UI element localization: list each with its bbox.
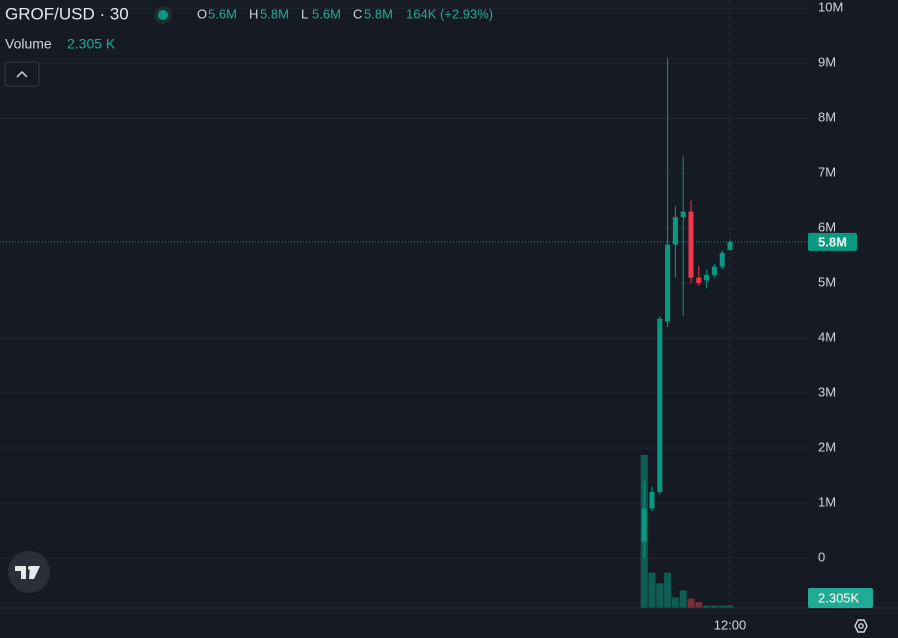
ohlc-value: 5.8M	[364, 6, 393, 21]
y-tick-label: 10M	[818, 0, 843, 15]
candle-body	[727, 241, 733, 251]
y-tick-label: 8M	[818, 110, 836, 125]
candle-body	[665, 244, 671, 322]
candle-body	[680, 211, 686, 218]
volume-bar	[671, 597, 679, 608]
symbol-title: GROF/USD · 30	[5, 4, 129, 23]
ohlc-value: 5.6M	[312, 6, 341, 21]
candle-body	[704, 274, 710, 281]
volume-bar	[679, 590, 687, 608]
candle-body	[696, 277, 702, 284]
volume-bar	[687, 598, 695, 608]
volume-bar	[695, 602, 703, 608]
y-tick-label: 1M	[818, 494, 836, 509]
ohlc-value: 5.8M	[260, 6, 289, 21]
volume-bar	[664, 572, 672, 608]
y-tick-label: 9M	[818, 55, 836, 70]
ohlc-key: O	[197, 6, 207, 21]
volume-value: 2.305 K	[67, 36, 116, 52]
y-tick-label: 3M	[818, 384, 836, 399]
ohlc-legend: O 5.6M H 5.8M L 5.6M C 5.8M 164K (+2.93%)	[197, 6, 493, 21]
candle-body	[688, 211, 694, 278]
volume-bar	[656, 583, 664, 608]
collapse-button[interactable]	[4, 61, 40, 87]
collapse-caret	[16, 70, 28, 78]
logo-dot	[28, 566, 32, 570]
candle-body	[719, 252, 725, 267]
logo[interactable]	[8, 551, 50, 593]
last-volume-badge	[808, 588, 873, 608]
volume-bar	[710, 605, 718, 608]
y-tick-label: 6M	[818, 220, 836, 235]
y-tick-label: 2M	[818, 439, 836, 454]
volume-title: Volume	[5, 36, 52, 52]
status-dot	[158, 10, 168, 20]
ohlc-key: L	[301, 6, 308, 21]
y-tick-label: 4M	[818, 330, 836, 345]
candle-body	[649, 492, 655, 509]
settings-button[interactable]	[854, 619, 868, 633]
candle-body	[641, 508, 647, 542]
y-tick-label: 5M	[818, 275, 836, 290]
logo-mark	[15, 566, 40, 579]
volume-bar	[718, 605, 726, 608]
collapse-box[interactable]	[4, 61, 40, 87]
ohlc-key: C	[353, 6, 362, 21]
ohlc-key: H	[249, 6, 258, 21]
y-tick-label: 0	[818, 549, 825, 564]
ohlc-value: 5.6M	[208, 6, 237, 21]
last-volume-label: 2.305K	[818, 590, 860, 605]
volume-bar	[648, 572, 656, 608]
last-price-badge	[808, 232, 857, 251]
change-value: 164K (+2.93%)	[406, 6, 493, 21]
volume-bar	[726, 605, 734, 608]
candle-body	[711, 266, 717, 275]
candles	[641, 57, 733, 558]
last-price-label: 5.8M	[818, 234, 847, 249]
y-tick-label: 7M	[818, 165, 836, 180]
x-tick-label: 12:00	[714, 617, 747, 632]
settings-hex[interactable]	[854, 619, 868, 633]
settings-hole	[858, 623, 864, 629]
logo-circle[interactable]	[8, 551, 50, 593]
grid	[0, 0, 808, 608]
volume-bar	[703, 605, 711, 608]
candle-body	[657, 318, 663, 493]
candle-body	[672, 217, 678, 245]
